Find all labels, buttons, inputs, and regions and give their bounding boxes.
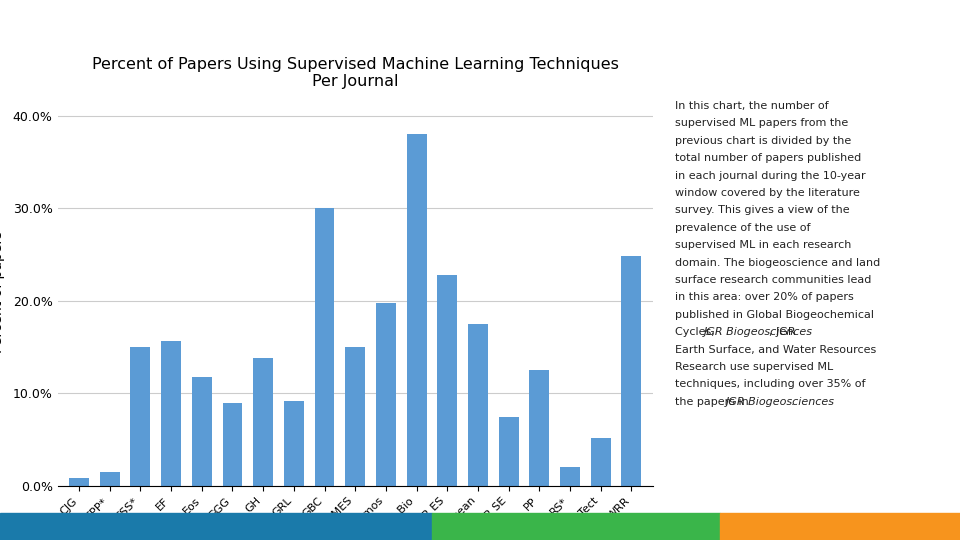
Bar	[407, 134, 426, 486]
Bar	[498, 416, 518, 486]
Bar	[437, 275, 457, 486]
Text: .: .	[791, 397, 794, 407]
Text: techniques, including over 35% of: techniques, including over 35% of	[675, 380, 865, 389]
Text: supervised ML in each research: supervised ML in each research	[675, 240, 852, 250]
Bar	[192, 377, 212, 486]
Text: Earth Surface, and Water Resources: Earth Surface, and Water Resources	[675, 345, 876, 355]
Bar	[432, 513, 720, 540]
Text: Trend Analysis: Trend Analysis	[343, 29, 617, 63]
Text: In this chart, the number of: In this chart, the number of	[675, 101, 828, 111]
Text: in each journal during the 10-year: in each journal during the 10-year	[675, 171, 865, 181]
Bar	[376, 303, 396, 486]
Bar	[621, 256, 641, 486]
Text: window covered by the literature: window covered by the literature	[675, 188, 859, 198]
Text: survey. This gives a view of the: survey. This gives a view of the	[675, 206, 850, 215]
Bar	[161, 341, 181, 486]
Bar	[100, 472, 120, 486]
Bar	[0, 513, 432, 540]
Text: Research use supervised ML: Research use supervised ML	[675, 362, 833, 372]
Bar	[69, 478, 89, 486]
Bar	[468, 324, 488, 486]
Bar	[131, 347, 151, 486]
Text: Cycles,: Cycles,	[675, 327, 718, 338]
Text: supervised ML papers from the: supervised ML papers from the	[675, 118, 848, 129]
Text: previous chart is divided by the: previous chart is divided by the	[675, 136, 851, 146]
Bar	[223, 403, 243, 486]
Bar	[346, 347, 365, 486]
Bar	[590, 438, 611, 486]
Bar	[253, 358, 274, 486]
Text: total number of papers published: total number of papers published	[675, 153, 861, 163]
Bar	[720, 513, 960, 540]
Bar	[315, 208, 334, 486]
Title: Percent of Papers Using Supervised Machine Learning Techniques
Per Journal: Percent of Papers Using Supervised Machi…	[92, 57, 618, 89]
Bar	[560, 468, 580, 486]
Text: in this area: over 20% of papers: in this area: over 20% of papers	[675, 293, 853, 302]
Text: JGR Biogeosciences: JGR Biogeosciences	[726, 397, 834, 407]
Text: domain. The biogeoscience and land: domain. The biogeoscience and land	[675, 258, 880, 268]
Text: surface research communities lead: surface research communities lead	[675, 275, 871, 285]
Y-axis label: Percent of papers: Percent of papers	[0, 231, 5, 353]
Bar	[284, 401, 303, 486]
Text: JGR Biogeosciences: JGR Biogeosciences	[704, 327, 813, 338]
Text: prevalence of the use of: prevalence of the use of	[675, 223, 810, 233]
Text: published in Global Biogeochemical: published in Global Biogeochemical	[675, 310, 874, 320]
Bar	[529, 370, 549, 486]
Text: the papers in: the papers in	[675, 397, 752, 407]
Text: , JGR: , JGR	[769, 327, 796, 338]
